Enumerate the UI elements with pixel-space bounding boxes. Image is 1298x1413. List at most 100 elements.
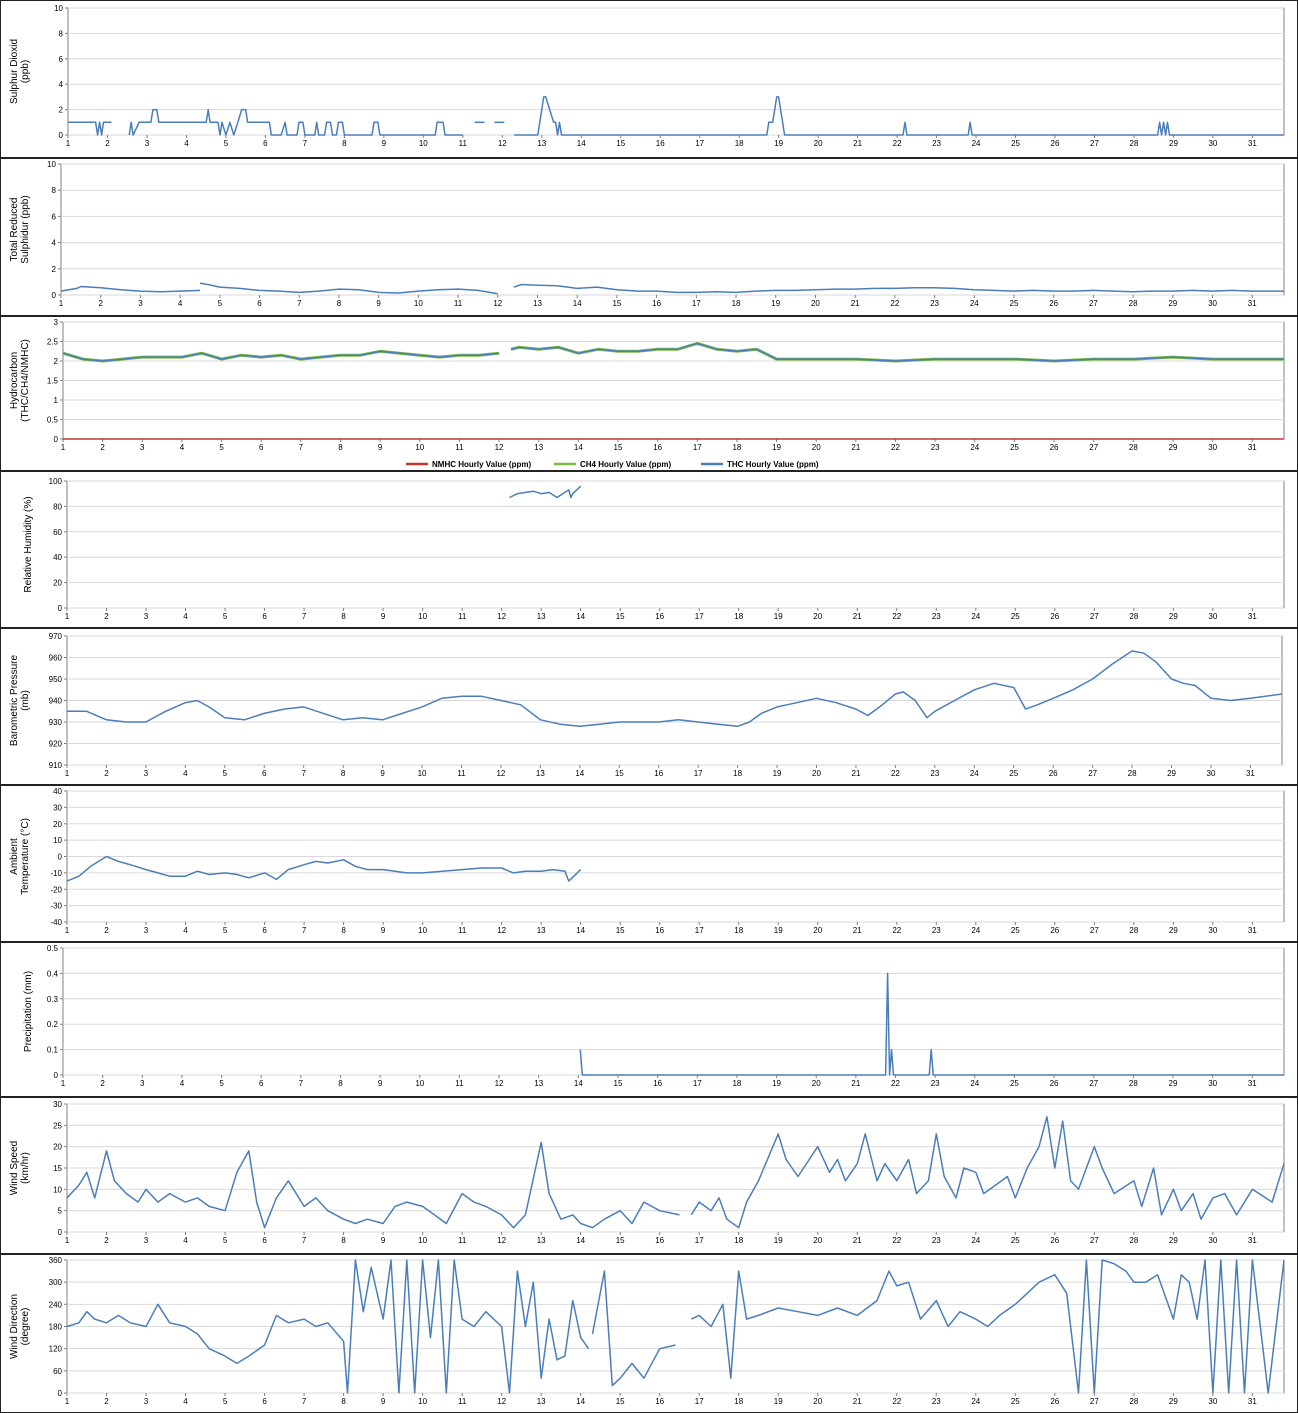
x-tick-label: 14 xyxy=(576,926,585,935)
x-tick-label: 5 xyxy=(224,139,229,148)
x-tick-label: 22 xyxy=(892,1397,901,1406)
x-tick-label: 26 xyxy=(1050,1236,1059,1245)
x-tick-label: 22 xyxy=(891,769,900,778)
plot-frame xyxy=(67,7,1285,136)
x-tick-label: 21 xyxy=(853,612,862,621)
x-tick-label: 29 xyxy=(1169,926,1178,935)
x-tick-label: 30 xyxy=(1208,443,1217,452)
x-tick-label: 27 xyxy=(1089,299,1098,308)
x-tick-label: 21 xyxy=(851,443,860,452)
x-tick-label: 9 xyxy=(381,926,386,935)
y-tick-label: 10 xyxy=(53,1185,62,1194)
x-tick-label: 16 xyxy=(652,299,661,308)
y-tick-label: 40 xyxy=(53,553,62,562)
y-tick-label: 25 xyxy=(53,1121,62,1130)
y-tick-label: 0 xyxy=(58,604,63,613)
x-tick-label: 29 xyxy=(1169,139,1178,148)
x-tick-label: 2 xyxy=(104,612,109,621)
y-tick-label: 930 xyxy=(49,718,63,727)
x-tick-label: 22 xyxy=(891,1079,900,1088)
x-tick-label: 5 xyxy=(223,1397,228,1406)
x-tick-label: 17 xyxy=(693,1079,702,1088)
y-tick-label: 10 xyxy=(54,4,63,13)
legend-label: NMHC Hourly Value (ppm) xyxy=(432,460,531,469)
x-tick-label: 25 xyxy=(1011,612,1020,621)
y-axis-label: Total Reduced xyxy=(9,198,20,262)
x-tick-label: 12 xyxy=(496,769,505,778)
x-tick-label: 8 xyxy=(337,299,342,308)
x-tick-label: 30 xyxy=(1208,1397,1217,1406)
series-line xyxy=(128,108,463,136)
x-tick-label: 13 xyxy=(534,1079,543,1088)
x-tick-label: 13 xyxy=(537,139,546,148)
x-tick-label: 11 xyxy=(458,612,467,621)
x-tick-label: 16 xyxy=(655,1397,664,1406)
series-line xyxy=(66,855,582,882)
x-tick-label: 15 xyxy=(616,926,625,935)
x-tick-label: 10 xyxy=(415,1079,424,1088)
y-tick-label: 0 xyxy=(58,1228,63,1237)
x-tick-label: 7 xyxy=(299,443,304,452)
y-axis-label: (km/hr) xyxy=(20,1152,31,1184)
y-axis-label: Ambient xyxy=(9,838,20,875)
y-tick-label: -20 xyxy=(50,885,62,894)
x-tick-label: 6 xyxy=(263,139,268,148)
x-tick-label: 15 xyxy=(615,769,624,778)
x-tick-label: 6 xyxy=(257,299,262,308)
y-tick-label: 100 xyxy=(49,477,63,486)
x-tick-label: 24 xyxy=(970,769,979,778)
x-tick-label: 6 xyxy=(259,443,264,452)
x-tick-label: 27 xyxy=(1090,1236,1099,1245)
y-axis-label: Wind Direction xyxy=(9,1294,20,1359)
x-tick-label: 19 xyxy=(773,769,782,778)
x-tick-label: 6 xyxy=(262,769,267,778)
x-tick-label: 3 xyxy=(145,139,150,148)
x-tick-label: 10 xyxy=(418,769,427,778)
x-tick-label: 21 xyxy=(853,139,862,148)
x-tick-label: 20 xyxy=(813,612,822,621)
y-tick-label: -30 xyxy=(50,902,62,911)
x-tick-label: 5 xyxy=(223,1236,228,1245)
x-tick-label: 3 xyxy=(138,299,143,308)
y-axis-label: (degree) xyxy=(20,1308,31,1346)
x-tick-label: 16 xyxy=(653,443,662,452)
x-tick-label: 14 xyxy=(576,1397,585,1406)
y-tick-label: 8 xyxy=(59,29,64,38)
x-tick-label: 21 xyxy=(852,769,861,778)
x-tick-label: 23 xyxy=(932,1397,941,1406)
y-axis-label: Sulphidur (ppb) xyxy=(20,195,31,263)
x-tick-label: 17 xyxy=(695,612,704,621)
series-line xyxy=(509,485,582,499)
y-tick-label: 0.5 xyxy=(47,416,59,425)
x-tick-label: 28 xyxy=(1129,612,1138,621)
x-tick-label: 24 xyxy=(971,926,980,935)
x-tick-label: 12 xyxy=(495,1079,504,1088)
x-tick-label: 29 xyxy=(1169,1236,1178,1245)
x-tick-label: 17 xyxy=(695,1236,704,1245)
x-tick-label: 3 xyxy=(144,926,149,935)
x-tick-label: 3 xyxy=(144,1236,149,1245)
x-tick-label: 19 xyxy=(774,139,783,148)
x-tick-label: 7 xyxy=(301,769,306,778)
x-tick-label: 22 xyxy=(890,299,899,308)
wind-speed-chart: 0 5 10 15 20 25 30 1 2 3 4 5 6 7 8 9 10 11 12 13 14 15 16 17 18 1… xyxy=(0,1097,1298,1254)
y-tick-label: 30 xyxy=(53,803,62,812)
x-tick-label: 7 xyxy=(303,139,308,148)
x-tick-label: 18 xyxy=(734,926,743,935)
y-tick-label: 20 xyxy=(53,579,62,588)
x-tick-label: 4 xyxy=(180,1079,185,1088)
y-axis-label: (mb) xyxy=(20,690,31,711)
x-tick-label: 13 xyxy=(537,1397,546,1406)
series-line xyxy=(62,350,500,362)
plot-frame xyxy=(62,947,1285,1076)
y-tick-label: 6 xyxy=(52,212,57,221)
y-tick-label: 0.2 xyxy=(47,1020,59,1029)
y-tick-label: 120 xyxy=(49,1345,63,1354)
x-tick-label: 30 xyxy=(1208,299,1217,308)
x-tick-label: 5 xyxy=(219,443,224,452)
x-tick-label: 30 xyxy=(1208,139,1217,148)
series-line xyxy=(66,1259,590,1394)
